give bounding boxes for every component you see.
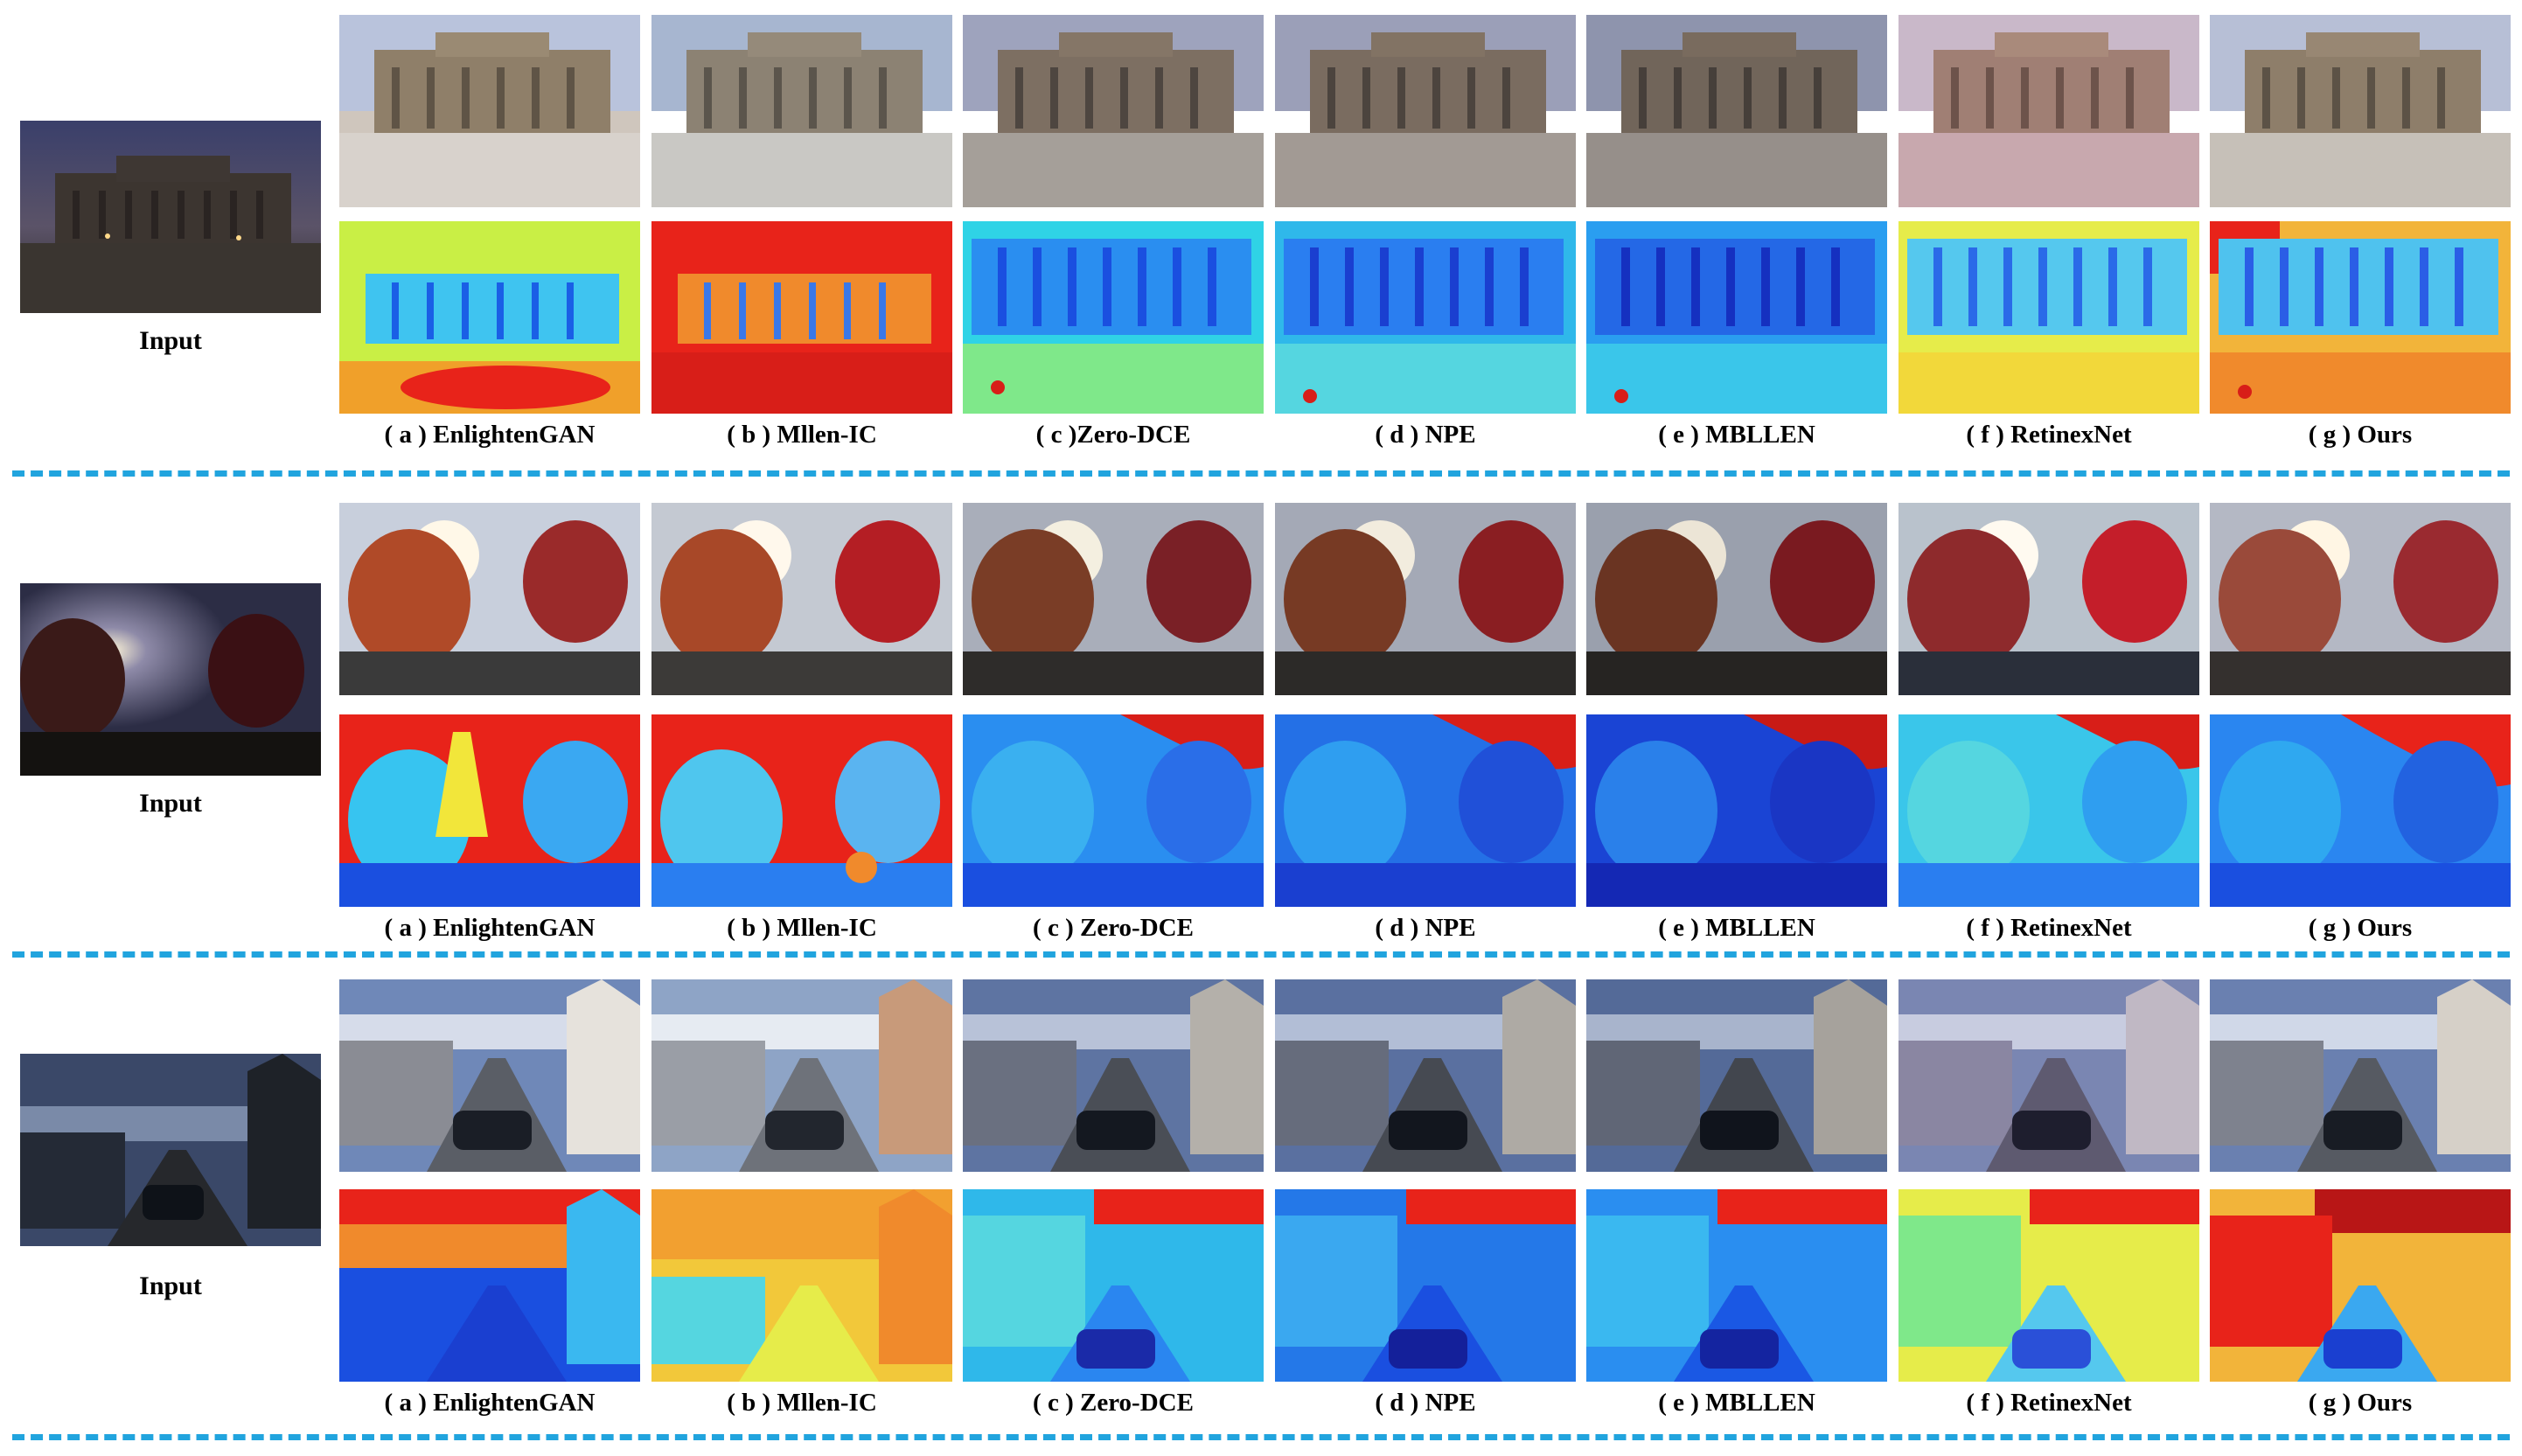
caption-ours: ( g ) Ours xyxy=(2308,1389,2413,1417)
row-street: Input ( a ) EnlightenGAN ( b ) Mllen-IC … xyxy=(0,971,2522,1434)
heatmap-npe xyxy=(1275,221,1576,414)
enhanced-image-mllen-ic xyxy=(651,15,952,207)
caption-zero-dce: ( c ) Zero-DCE xyxy=(1033,914,1194,942)
enhanced-image-zero-dce xyxy=(963,15,1264,207)
input-label: Input xyxy=(139,789,202,818)
input-image-building xyxy=(20,121,321,313)
caption-mbllen: ( e ) MBLLEN xyxy=(1658,421,1815,449)
heatmap-retinexnet xyxy=(1898,1189,2199,1382)
enhanced-image-zero-dce xyxy=(963,979,1264,1172)
heatmap-retinexnet xyxy=(1898,221,2199,414)
caption-enlightengan: ( a ) EnlightenGAN xyxy=(384,1389,596,1417)
heatmap-npe xyxy=(1275,1189,1576,1382)
caption-npe: ( d ) NPE xyxy=(1375,421,1476,449)
heatmap-zero-dce xyxy=(963,221,1264,414)
input-image-balloons xyxy=(20,583,321,776)
caption-npe: ( d ) NPE xyxy=(1375,914,1476,942)
caption-ours: ( g ) Ours xyxy=(2308,421,2413,449)
heatmap-retinexnet xyxy=(1898,714,2199,907)
heatmap-zero-dce xyxy=(963,1189,1264,1382)
caption-mbllen: ( e ) MBLLEN xyxy=(1658,914,1815,942)
enhanced-image-mbllen xyxy=(1586,979,1887,1172)
enhanced-image-mbllen xyxy=(1586,15,1887,207)
heatmap-mbllen xyxy=(1586,714,1887,907)
enhanced-image-enlightengan xyxy=(339,979,640,1172)
caption-zero-dce: ( c ) Zero-DCE xyxy=(1033,1389,1194,1417)
enhanced-image-mllen-ic xyxy=(651,979,952,1172)
input-label: Input xyxy=(139,326,202,355)
enhanced-image-ours xyxy=(2210,503,2511,695)
enhanced-image-npe xyxy=(1275,503,1576,695)
enhanced-image-ours xyxy=(2210,979,2511,1172)
input-label: Input xyxy=(139,1271,202,1300)
heatmap-mbllen xyxy=(1586,221,1887,414)
caption-mbllen: ( e ) MBLLEN xyxy=(1658,1389,1815,1417)
caption-npe: ( d ) NPE xyxy=(1375,1389,1476,1417)
enhanced-image-retinexnet xyxy=(1898,15,2199,207)
caption-mllen-ic: ( b ) Mllen-IC xyxy=(727,1389,877,1417)
caption-enlightengan: ( a ) EnlightenGAN xyxy=(384,914,596,942)
heatmap-mllen-ic xyxy=(651,221,952,414)
heatmap-ours xyxy=(2210,714,2511,907)
caption-enlightengan: ( a ) EnlightenGAN xyxy=(384,421,596,449)
caption-retinexnet: ( f ) RetinexNet xyxy=(1966,914,2132,942)
section-divider xyxy=(12,1434,2510,1440)
section-divider xyxy=(12,470,2510,477)
caption-retinexnet: ( f ) RetinexNet xyxy=(1966,421,2132,449)
heatmap-mllen-ic xyxy=(651,1189,952,1382)
caption-retinexnet: ( f ) RetinexNet xyxy=(1966,1389,2132,1417)
caption-ours: ( g ) Ours xyxy=(2308,914,2413,942)
caption-zero-dce: ( c )Zero-DCE xyxy=(1035,421,1191,449)
enhanced-image-mllen-ic xyxy=(651,503,952,695)
row-balloons: Input ( a ) EnlightenGAN ( b ) Mllen-IC … xyxy=(0,494,2522,958)
enhanced-image-zero-dce xyxy=(963,503,1264,695)
heatmap-ours xyxy=(2210,221,2511,414)
heatmap-mllen-ic xyxy=(651,714,952,907)
heatmap-npe xyxy=(1275,714,1576,907)
heatmap-zero-dce xyxy=(963,714,1264,907)
caption-mllen-ic: ( b ) Mllen-IC xyxy=(727,914,877,942)
enhanced-image-mbllen xyxy=(1586,503,1887,695)
enhanced-image-retinexnet xyxy=(1898,979,2199,1172)
caption-mllen-ic: ( b ) Mllen-IC xyxy=(727,421,877,449)
enhanced-image-retinexnet xyxy=(1898,503,2199,695)
heatmap-enlightengan xyxy=(339,714,640,907)
heatmap-ours xyxy=(2210,1189,2511,1382)
enhanced-image-enlightengan xyxy=(339,15,640,207)
heatmap-enlightengan xyxy=(339,1189,640,1382)
enhanced-image-ours xyxy=(2210,15,2511,207)
input-image-street xyxy=(20,1054,321,1246)
enhanced-image-npe xyxy=(1275,979,1576,1172)
row-building: Input ( a ) EnlightenGAN ( b ) Mllen-IC … xyxy=(0,0,2522,463)
heatmap-mbllen xyxy=(1586,1189,1887,1382)
heatmap-enlightengan xyxy=(339,221,640,414)
enhanced-image-npe xyxy=(1275,15,1576,207)
section-divider xyxy=(12,951,2510,958)
enhanced-image-enlightengan xyxy=(339,503,640,695)
